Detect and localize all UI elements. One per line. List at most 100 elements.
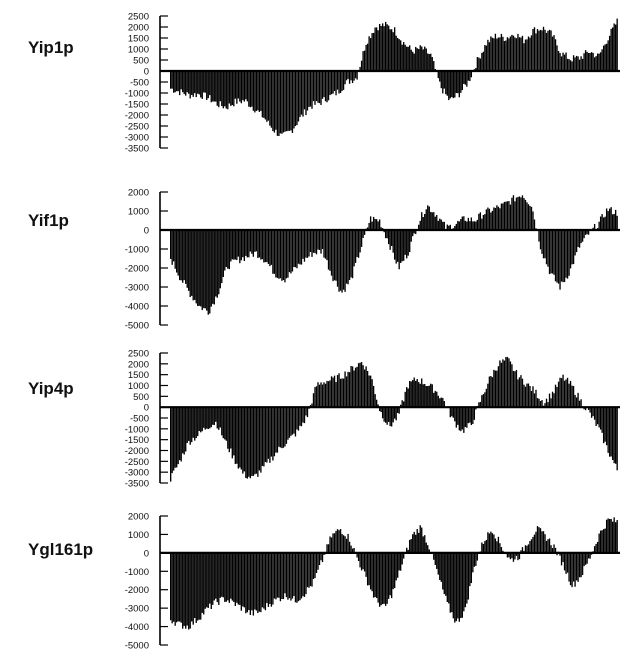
profile-bar — [357, 230, 360, 258]
profile-bar — [372, 552, 375, 598]
profile-bar — [194, 407, 196, 441]
profile-bar — [563, 54, 566, 71]
profile-bar — [403, 552, 405, 559]
profile-bar — [607, 407, 609, 453]
profile-bar — [482, 51, 485, 71]
profile-bar — [571, 552, 573, 588]
profile-bar — [601, 530, 603, 553]
profile-bar — [264, 230, 267, 263]
profile-bar — [239, 230, 241, 264]
profile-bar — [400, 230, 402, 263]
profile-bar — [463, 216, 465, 230]
profile-bar — [209, 407, 211, 429]
profile-bar — [568, 552, 570, 582]
profile-bar — [542, 531, 545, 553]
profile-bar — [306, 71, 309, 111]
profile-bar — [536, 29, 539, 71]
profile-bar — [409, 45, 411, 71]
profile-bar — [221, 407, 223, 436]
profile-bar — [302, 230, 304, 259]
profile-bar — [416, 229, 418, 230]
profile-bar — [524, 39, 527, 71]
profile-bar — [186, 552, 188, 626]
profile-bar — [300, 407, 303, 427]
profile-bar — [421, 378, 423, 408]
profile-bar — [350, 365, 352, 408]
profile-bar — [230, 552, 232, 599]
profile-bar — [413, 377, 415, 408]
profile-bar — [481, 542, 483, 553]
profile-bar — [207, 71, 209, 99]
profile-bar — [461, 407, 463, 430]
y-tick-label: 1500 — [128, 34, 149, 45]
profile-bar — [604, 44, 606, 71]
profile-bar — [493, 534, 495, 553]
profile-bar — [443, 71, 445, 89]
profile-bar — [194, 71, 196, 94]
profile-bar — [321, 552, 324, 563]
profile-bar — [451, 71, 453, 97]
panel-yip1p: Yip1p 25002000150010005000-500-1000-1500… — [28, 12, 620, 155]
profile-bar — [176, 230, 178, 273]
profile-bar — [332, 377, 334, 408]
profile-bar — [496, 38, 498, 71]
profile-bar — [403, 401, 405, 408]
profile-bar — [339, 378, 342, 408]
profile-bar — [314, 387, 316, 408]
profile-bar — [185, 407, 187, 452]
profile-bar — [234, 407, 236, 464]
profile-bar — [365, 44, 367, 71]
profile-bar — [299, 230, 301, 265]
profile-bar — [293, 407, 295, 434]
profile-bar — [610, 407, 612, 457]
profile-bar — [291, 407, 294, 435]
profile-bar — [315, 386, 318, 408]
profile-bar — [424, 383, 426, 408]
profile-bar — [412, 230, 414, 237]
profile-bar — [562, 552, 564, 563]
profile-bar — [362, 51, 364, 71]
profile-bar — [345, 538, 348, 553]
profile-bar — [366, 552, 369, 586]
profile-bar — [350, 71, 352, 81]
profile-bar — [556, 386, 558, 408]
profile-bar — [222, 230, 224, 278]
profile-bar — [460, 71, 462, 93]
profile-bar — [212, 230, 214, 304]
profile-bar — [249, 230, 252, 252]
profile-bar — [515, 38, 518, 71]
profile-bar — [356, 552, 358, 558]
profile-bar — [344, 71, 346, 85]
profile-bar — [520, 375, 522, 408]
profile-bar — [407, 230, 409, 256]
profile-bar — [275, 230, 277, 278]
profile-bar — [506, 356, 509, 408]
profile-bar — [451, 552, 453, 613]
profile-bar — [424, 46, 426, 71]
profile-bar — [263, 552, 265, 609]
profile-bar — [261, 407, 264, 466]
profile-bar — [410, 381, 412, 408]
profile-bar — [454, 226, 456, 230]
profile-bar — [380, 227, 382, 230]
profile-bar — [320, 552, 322, 561]
profile-bar — [446, 71, 448, 96]
profile-bar — [514, 37, 516, 71]
profile-bar — [387, 552, 390, 599]
profile-bar — [219, 552, 221, 598]
profile-bar — [308, 552, 310, 588]
profile-bar — [481, 218, 483, 230]
profile-bar — [479, 551, 482, 553]
profile-bar — [195, 71, 197, 98]
profile-bar — [288, 71, 291, 131]
profile-bar — [589, 552, 591, 559]
profile-bar — [500, 362, 503, 408]
profile-bar — [418, 532, 420, 553]
profile-bar — [329, 71, 331, 96]
profile-bar — [610, 207, 612, 230]
profile-bar — [404, 44, 406, 71]
profile-bar — [577, 230, 579, 247]
profile-bar — [339, 230, 342, 291]
profile-bar — [177, 71, 179, 92]
profile-bar — [398, 552, 400, 571]
